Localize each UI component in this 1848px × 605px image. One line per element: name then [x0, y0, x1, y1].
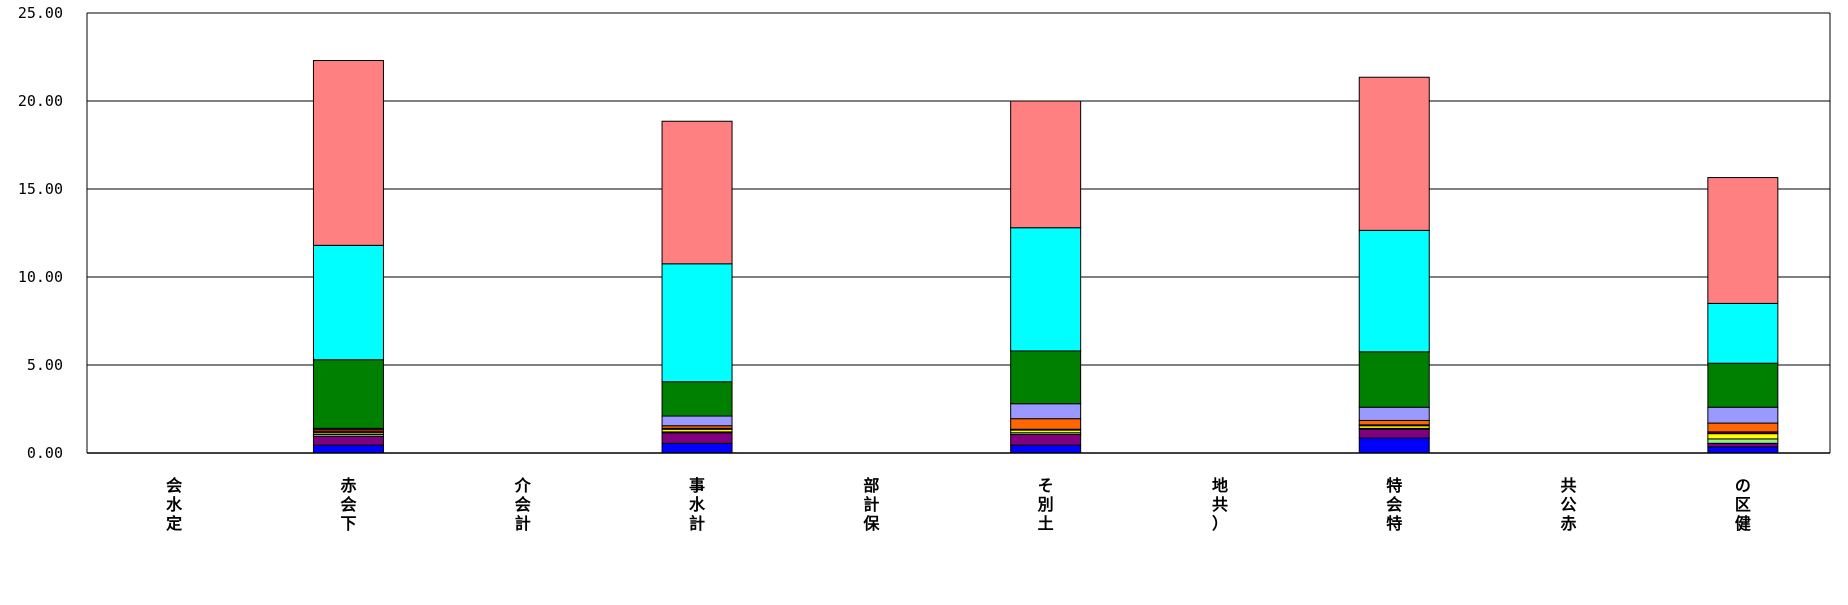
x-tick-char: 地: [1212, 476, 1228, 495]
x-tick-char: の: [1735, 476, 1751, 495]
y-tick-label: 0.00: [27, 444, 63, 462]
bar-segment: [312, 244, 384, 361]
x-tick-char: 計: [689, 514, 705, 533]
y-tick-label: 20.00: [18, 92, 63, 110]
bar-segment: [1707, 442, 1779, 448]
bar-segment: [1707, 446, 1779, 454]
x-tick-char: ）: [1212, 514, 1228, 533]
bars: [312, 60, 1779, 454]
bar-segment: [1358, 419, 1430, 426]
bar-segment: [1010, 100, 1082, 229]
x-tick-label: 特会特: [1386, 476, 1402, 533]
x-tick-char: 特: [1386, 476, 1402, 495]
x-tick-char: そ: [1038, 476, 1054, 495]
bar-segment: [1358, 76, 1430, 231]
y-tick-label: 10.00: [18, 268, 63, 286]
x-tick-label: 事水計: [689, 476, 706, 533]
bar-segment: [1358, 428, 1430, 439]
x-tick-char: 事: [689, 476, 705, 495]
x-tick-char: 会: [340, 495, 356, 514]
y-tick-label: 15.00: [18, 180, 63, 198]
bar-segment: [1010, 418, 1082, 430]
bar-segment: [1358, 437, 1430, 454]
x-tick-char: 介: [514, 476, 532, 495]
bar-segment: [1707, 422, 1779, 433]
bar-segment: [661, 442, 733, 454]
x-tick-label: 赤会下: [340, 476, 356, 533]
bar-segment: [661, 415, 733, 427]
axes: [86, 13, 1831, 454]
x-tick-label: の区健: [1735, 476, 1751, 533]
x-tick-label: 地共）: [1212, 476, 1228, 533]
x-tick-char: 会: [515, 495, 531, 514]
x-tick-char: 会: [1386, 495, 1402, 514]
x-tick-char: 会: [166, 476, 182, 495]
bar-segment: [1707, 177, 1779, 304]
x-tick-char: 公: [1561, 495, 1577, 514]
x-tick-char: 水: [689, 495, 706, 514]
bar-segment: [1707, 302, 1779, 364]
x-tick-char: 共: [1561, 476, 1577, 495]
x-tick-label: 部計保: [862, 476, 880, 533]
x-tick-char: 赤: [1561, 514, 1577, 533]
bar-segment: [1358, 351, 1430, 408]
y-axis-ticks: 0.00 5.00 10.00 15.00 20.00 25.00: [18, 4, 63, 462]
x-tick-char: 計: [515, 514, 531, 533]
x-tick-label: 会水定: [165, 476, 183, 533]
y-tick-label: 5.00: [27, 356, 63, 374]
y-tick-label: 25.00: [18, 4, 63, 22]
bar-segment: [1358, 229, 1430, 353]
bar-segment: [1010, 350, 1082, 405]
bar-segment: [312, 444, 384, 454]
x-tick-char: 健: [1735, 514, 1751, 533]
bar-segment: [1010, 227, 1082, 352]
x-tick-char: 特: [1386, 514, 1402, 533]
bar-segment: [1707, 438, 1779, 444]
bar-segment: [661, 120, 733, 265]
x-tick-char: 赤: [340, 476, 356, 495]
x-tick-char: 下: [340, 514, 356, 533]
x-tick-char: 区: [1735, 495, 1751, 514]
bar-segment: [1707, 362, 1779, 408]
x-tick-label: そ別土: [1038, 476, 1054, 533]
x-tick-char: 水: [166, 495, 183, 514]
x-tick-char: 部: [863, 476, 879, 495]
x-tick-char: 別: [1038, 495, 1054, 514]
bar-segment: [312, 435, 384, 446]
x-tick-char: 共: [1212, 495, 1228, 514]
bar-segment: [661, 432, 733, 444]
bar-segment: [661, 381, 733, 417]
x-tick-label: 介会計: [514, 476, 532, 533]
x-tick-char: 保: [862, 514, 880, 533]
bar-segment: [661, 263, 733, 383]
bar-segment: [312, 359, 384, 429]
bar-segment: [1010, 434, 1082, 446]
bar-segment: [1358, 406, 1430, 421]
bar-segment: [1010, 444, 1082, 454]
bar-segment: [1707, 433, 1779, 440]
x-tick-char: 定: [165, 514, 182, 533]
x-tick-char: 計: [863, 495, 879, 514]
bar-segment: [1707, 406, 1779, 424]
bar-segment: [1010, 403, 1082, 420]
x-tick-label: 共公赤: [1561, 476, 1577, 533]
bar-segment: [312, 60, 384, 246]
x-tick-char: 土: [1038, 514, 1054, 533]
